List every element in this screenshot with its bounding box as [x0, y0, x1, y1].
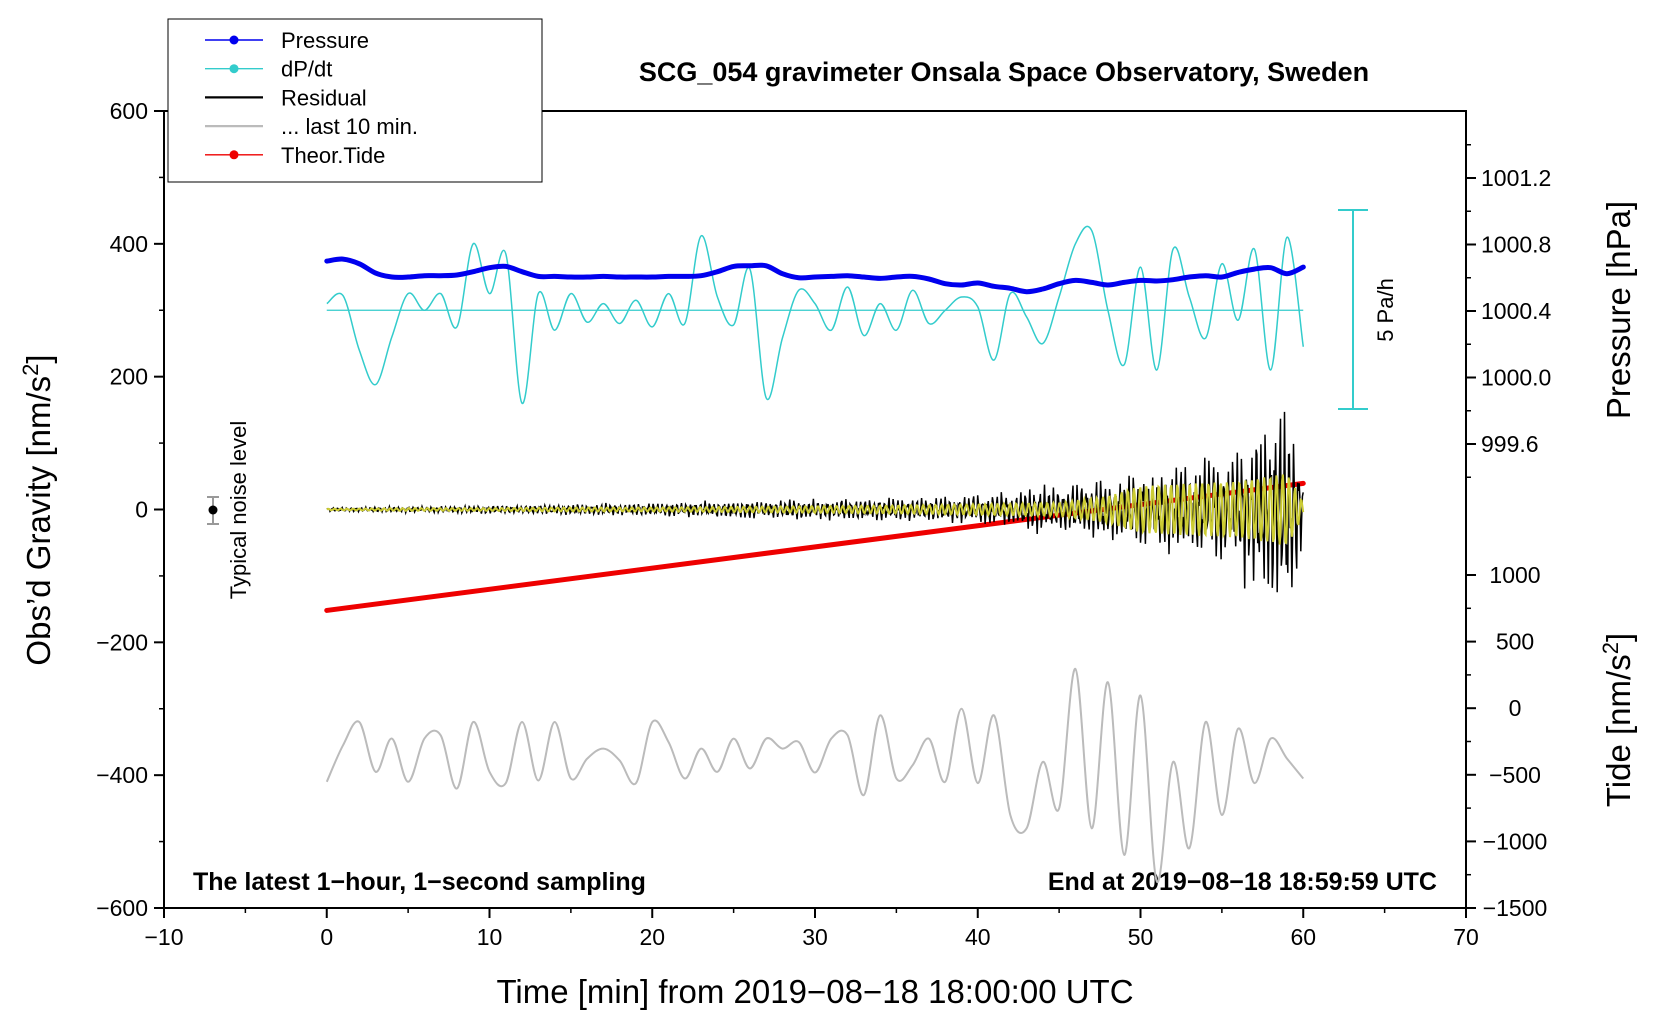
- pressure-axis-ticks: 1001.2 1000.8 1000.4 1000.0 999.6: [1466, 144, 1552, 478]
- legend-swatch-dot: [229, 64, 239, 74]
- legend-label: dP/dt: [281, 57, 332, 82]
- noise-label: Typical noise level: [226, 421, 251, 600]
- tide-tick-label: 0: [1509, 695, 1522, 721]
- legend-label: ... last 10 min.: [281, 114, 418, 139]
- scale-bar: [1338, 209, 1368, 410]
- x-tick-label: 60: [1290, 924, 1316, 950]
- x-axis-title: Time [min] from 2019−08−18 18:00:00 UTC: [496, 973, 1133, 1010]
- tide-tick-label: 1000: [1489, 562, 1540, 588]
- pressure-tick-label: 1000.0: [1481, 365, 1551, 391]
- y-tick-label: −400: [96, 762, 148, 788]
- x-tick-label: −10: [144, 924, 183, 950]
- x-tick-label: 0: [320, 924, 333, 950]
- y-axis-title: Obs’d Gravity [nm/s2]: [18, 354, 57, 665]
- tide-tick-label: −1500: [1483, 895, 1548, 921]
- x-tick-label: 70: [1453, 924, 1479, 950]
- pressure-tick-label: 999.6: [1481, 431, 1539, 457]
- x-tick-label: 40: [965, 924, 991, 950]
- pressure-tick-label: 1000.4: [1481, 298, 1552, 324]
- noise-dot: [208, 505, 218, 515]
- y-tick-label: 200: [110, 364, 148, 390]
- filtered-line: [326, 474, 1305, 545]
- y-axis-ticks: 600 400 200 0 −200 −400 −600: [96, 98, 164, 921]
- y-tick-label: −200: [96, 629, 148, 655]
- y-tick-label: 400: [110, 231, 148, 257]
- pressure-line: [324, 256, 1306, 295]
- legend-swatch-dot: [229, 150, 239, 160]
- x-axis-ticks: −10 0 10 20 30 40 50 60 70: [144, 908, 1479, 950]
- scale-bar-label: 5 Pa/h: [1373, 278, 1398, 342]
- legend: Pressure dP/dt Residual ... last 10 min. The…: [167, 18, 543, 183]
- tide-axis-title: Tide [nm/s2]: [1598, 633, 1637, 807]
- tide-tick-label: −1000: [1483, 828, 1548, 854]
- legend-label: Pressure: [281, 28, 369, 53]
- series-layer: [324, 225, 1306, 883]
- x-tick-label: 30: [802, 924, 828, 950]
- tide-tick-label: 500: [1496, 629, 1534, 655]
- tide-tick-label: −500: [1489, 762, 1541, 788]
- noise-level-indicator: [207, 496, 219, 525]
- pressure-tick-label: 1001.2: [1481, 165, 1551, 191]
- sampling-note: The latest 1−hour, 1−second sampling: [193, 868, 646, 896]
- x-tick-label: 10: [477, 924, 503, 950]
- pressure-tick-label: 1000.8: [1481, 232, 1551, 258]
- y-tick-label: 0: [135, 497, 148, 523]
- y-tick-label: 600: [110, 98, 148, 124]
- legend-label: Residual: [281, 85, 367, 110]
- last-10-min-line: [325, 667, 1305, 883]
- end-time-note: End at 2019−08−18 18:59:59 UTC: [1048, 868, 1437, 896]
- dpdt-line: [326, 225, 1305, 404]
- y-tick-label: −600: [96, 895, 148, 921]
- legend-label: Theor.Tide: [281, 143, 385, 168]
- x-tick-label: 20: [639, 924, 665, 950]
- tide-axis-ticks: 1000 500 0 −500 −1000 −1500: [1466, 562, 1547, 921]
- pressure-axis-title: Pressure [hPa]: [1600, 201, 1637, 419]
- chart-title: SCG_054 gravimeter Onsala Space Observat…: [639, 57, 1369, 87]
- x-tick-label: 50: [1128, 924, 1154, 950]
- legend-swatch-dot: [229, 35, 239, 45]
